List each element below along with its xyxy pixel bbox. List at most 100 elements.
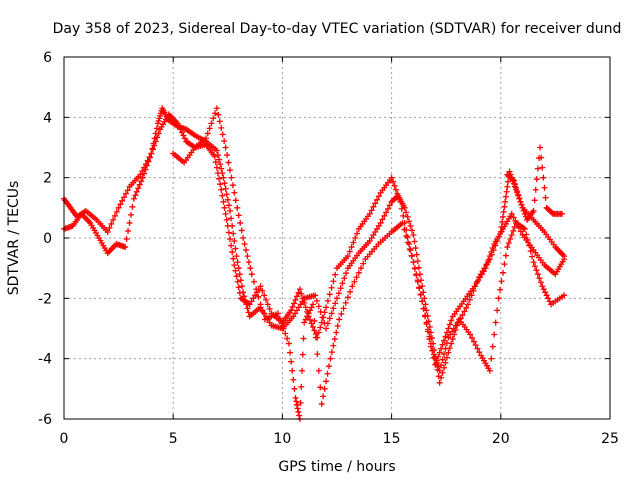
data-point <box>299 367 306 374</box>
data-point <box>368 207 375 214</box>
data-point <box>504 244 511 251</box>
data-point <box>541 184 548 191</box>
data-point <box>506 168 513 175</box>
data-point <box>231 262 238 269</box>
data-point <box>297 399 304 406</box>
data-point <box>348 244 355 251</box>
data-point <box>176 123 183 130</box>
data-point <box>224 196 231 203</box>
data-point <box>214 170 221 177</box>
data-point <box>502 252 509 259</box>
data-point <box>302 304 309 311</box>
data-point <box>401 226 408 233</box>
data-point <box>517 198 524 205</box>
data-point <box>226 207 233 214</box>
data-point <box>352 235 359 241</box>
data-point <box>276 315 283 322</box>
data-point <box>417 291 424 298</box>
data-point <box>333 329 340 336</box>
data-point <box>221 180 228 187</box>
data-point <box>486 367 493 374</box>
data-point <box>355 269 362 276</box>
data-point <box>238 227 245 234</box>
data-point <box>403 209 410 216</box>
data-point <box>449 336 456 343</box>
y-tick-label: 4 <box>43 110 52 126</box>
data-point <box>532 186 539 193</box>
data-point <box>130 195 137 202</box>
data-point <box>213 105 220 112</box>
data-point <box>255 293 262 300</box>
data-point <box>234 278 241 285</box>
data-point <box>222 144 229 151</box>
data-point <box>252 292 259 299</box>
data-point <box>443 354 450 361</box>
data-point <box>338 310 345 317</box>
data-point <box>485 257 492 264</box>
data-point <box>220 174 227 181</box>
data-point <box>438 362 445 369</box>
data-point <box>372 200 379 207</box>
data-point <box>135 185 142 192</box>
data-point <box>326 291 333 298</box>
data-point <box>280 325 287 332</box>
data-point <box>513 184 520 191</box>
data-point <box>122 244 129 251</box>
data-point <box>115 204 122 211</box>
data-point <box>344 253 351 260</box>
data-point <box>471 283 478 290</box>
data-point <box>360 260 367 267</box>
data-point <box>514 188 521 195</box>
data-point <box>323 378 330 385</box>
x-tick-label: 15 <box>383 431 401 447</box>
data-point <box>507 236 514 243</box>
data-point <box>327 355 334 362</box>
data-point <box>441 351 448 358</box>
data-point <box>229 249 236 256</box>
data-point <box>422 313 429 320</box>
data-point <box>336 316 343 323</box>
data-point <box>208 120 215 127</box>
data-point <box>141 170 148 177</box>
data-point <box>124 187 131 194</box>
data-point <box>488 249 495 256</box>
data-point <box>309 301 316 308</box>
data-point <box>202 135 209 142</box>
data-point <box>125 227 132 234</box>
data-point <box>123 236 130 243</box>
data-point <box>328 310 335 317</box>
data-point <box>509 176 516 183</box>
data-point <box>445 334 452 341</box>
data-point <box>317 384 324 391</box>
data-point <box>326 315 333 322</box>
data-point <box>330 278 337 285</box>
data-point <box>340 305 347 312</box>
data-point <box>248 298 255 305</box>
data-point <box>241 241 248 248</box>
data-point <box>445 349 452 356</box>
data-point <box>235 265 242 272</box>
data-point <box>296 412 303 419</box>
data-point <box>414 278 421 285</box>
data-point <box>467 331 474 338</box>
data-point <box>529 253 536 260</box>
data-point <box>425 328 431 335</box>
data-point <box>300 335 307 342</box>
data-point <box>154 134 161 141</box>
data-point <box>500 208 507 215</box>
data-point <box>231 238 238 245</box>
axis-ticks: 0 5 10 15 20 25 -6 -4 -2 0 2 4 6 <box>38 50 619 447</box>
data-point <box>498 278 505 285</box>
data-point <box>384 205 391 212</box>
data-point <box>503 188 510 195</box>
data-point <box>297 301 304 308</box>
data-point <box>449 328 456 335</box>
data-point <box>474 345 481 352</box>
data-point <box>469 335 476 342</box>
data-point <box>211 153 218 160</box>
data-point <box>519 204 526 211</box>
data-point <box>138 178 145 185</box>
data-point <box>321 309 328 316</box>
data-point <box>122 190 129 197</box>
data-point <box>410 231 417 238</box>
